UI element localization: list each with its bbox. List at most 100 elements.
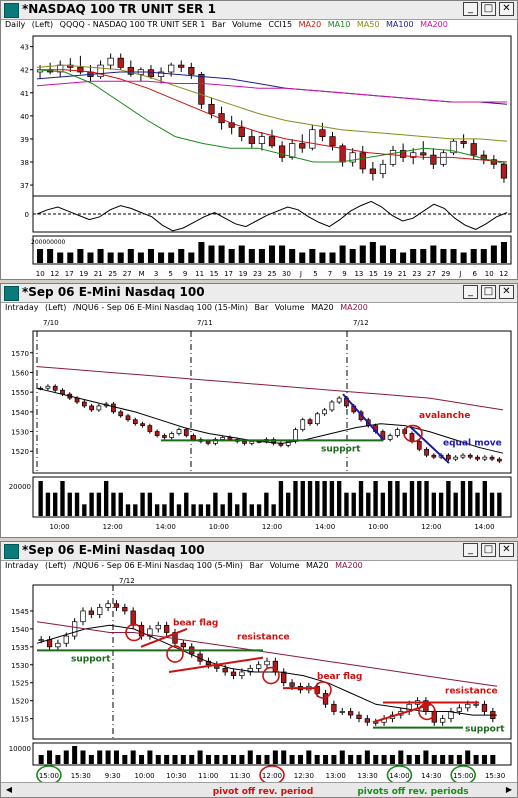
volume-scale-label: 20000	[9, 483, 31, 491]
volume-bar	[289, 755, 295, 764]
window-titlebar[interactable]: *Sep 06 E-Mini Nasdaq 100 _ □ ✕	[1, 542, 517, 561]
candle	[55, 642, 61, 648]
minimize-button[interactable]: _	[463, 543, 478, 557]
x-tick-label: 7	[328, 270, 332, 278]
x-tick-label: 11	[195, 270, 204, 278]
x-tick-label: 10	[485, 270, 494, 278]
price-axis-label: 1525	[11, 680, 29, 688]
volume-bar	[55, 755, 61, 764]
candle	[238, 127, 245, 137]
candle	[460, 454, 466, 458]
candle	[130, 610, 136, 626]
x-tick-label: 13:00	[326, 772, 346, 780]
candle	[248, 136, 255, 144]
x-tick-label: 14:30	[421, 772, 441, 780]
candle	[258, 136, 266, 144]
candle	[356, 714, 362, 719]
candle	[118, 411, 124, 417]
candle	[446, 454, 451, 460]
price-axis-label: 39	[20, 136, 29, 144]
x-tick-label: 12:00	[103, 523, 123, 531]
study-label: Bar	[249, 561, 264, 570]
candle	[125, 415, 131, 421]
candle	[359, 152, 366, 170]
volume-bar	[319, 252, 326, 263]
price-axis-label: 43	[20, 44, 29, 52]
volume-bar	[349, 249, 356, 263]
candle	[289, 682, 295, 687]
candle	[497, 458, 502, 462]
volume-bar	[293, 481, 298, 516]
window-titlebar[interactable]: *Sep 06 E-Mini Nasdaq 100 _ □ ✕	[1, 284, 517, 303]
window-titlebar[interactable]: *NASDAQ 100 TR UNIT SER 1 _ □ ✕	[1, 1, 517, 20]
volume-bar	[314, 755, 320, 764]
volume-bar	[218, 245, 225, 263]
study-label: Volume	[269, 561, 300, 570]
minimize-button[interactable]: _	[463, 285, 478, 299]
volume-bar	[344, 492, 349, 516]
volume-bar	[57, 252, 64, 263]
candle	[249, 441, 255, 444]
volume-bar	[490, 245, 497, 263]
volume-bar	[423, 750, 429, 764]
volume-bar	[118, 492, 123, 516]
ma50-label: MA50	[356, 20, 380, 29]
volume-bar	[67, 252, 74, 263]
candle	[242, 441, 247, 444]
scroll-right-icon[interactable]: ▶	[505, 785, 513, 794]
volume-bar	[231, 755, 237, 764]
bear-flag-line	[140, 627, 188, 648]
price-axis-label: 1515	[11, 716, 29, 724]
minimize-button[interactable]: _	[463, 2, 478, 16]
volume-bar	[96, 492, 102, 516]
volume-bar	[180, 755, 186, 764]
volume-bar	[235, 504, 240, 516]
candle	[473, 703, 479, 706]
volume-bar	[107, 252, 114, 263]
volume-bar	[198, 242, 205, 263]
volume-bar	[222, 755, 228, 764]
price-axis-label: 1530	[11, 662, 29, 670]
x-tick-label: 12	[50, 270, 59, 278]
volume-bar	[140, 492, 145, 516]
volume-bar	[97, 750, 103, 764]
volume-bar	[373, 755, 379, 764]
support-label: support	[465, 725, 505, 735]
x-tick-label: 11:00	[198, 772, 218, 780]
session-date-label: 7/11	[197, 319, 213, 327]
ma50-line	[36, 64, 508, 142]
maximize-button[interactable]: □	[481, 543, 496, 557]
x-tick-label: 14:00	[156, 523, 176, 531]
candle	[176, 429, 182, 434]
volume-bar	[489, 492, 495, 516]
x-tick-label: 6	[473, 270, 478, 278]
candle	[289, 143, 296, 158]
scroll-left-icon[interactable]: ◀	[5, 785, 13, 794]
volume-bar	[272, 750, 278, 764]
volume-bar	[191, 504, 196, 516]
candle	[470, 143, 477, 156]
price-axis-label: 1530	[11, 429, 29, 437]
maximize-button[interactable]: □	[481, 285, 496, 299]
x-tick-label: J	[299, 270, 302, 278]
volume-bar	[348, 755, 354, 764]
volume-bar	[482, 481, 487, 516]
volume-bar	[239, 755, 245, 764]
volume-bar	[264, 755, 270, 764]
close-button[interactable]: ✕	[499, 285, 514, 299]
session-date-label: 7/12	[353, 319, 369, 327]
candle	[220, 437, 226, 440]
maximize-button[interactable]: □	[481, 2, 496, 16]
volume-bar	[38, 481, 43, 516]
pivot-circle-red	[259, 765, 285, 782]
volume-bar	[264, 492, 269, 516]
horizontal-scrollbar[interactable]: ◀ ▶	[1, 782, 517, 797]
candle	[440, 152, 447, 165]
volume-bar	[213, 492, 218, 516]
candle	[420, 152, 427, 156]
close-button[interactable]: ✕	[499, 543, 514, 557]
close-button[interactable]: ✕	[499, 2, 514, 16]
volume-bar	[286, 492, 291, 516]
window-title: *NASDAQ 100 TR UNIT SER 1	[22, 2, 216, 16]
volume-bar	[105, 750, 111, 764]
